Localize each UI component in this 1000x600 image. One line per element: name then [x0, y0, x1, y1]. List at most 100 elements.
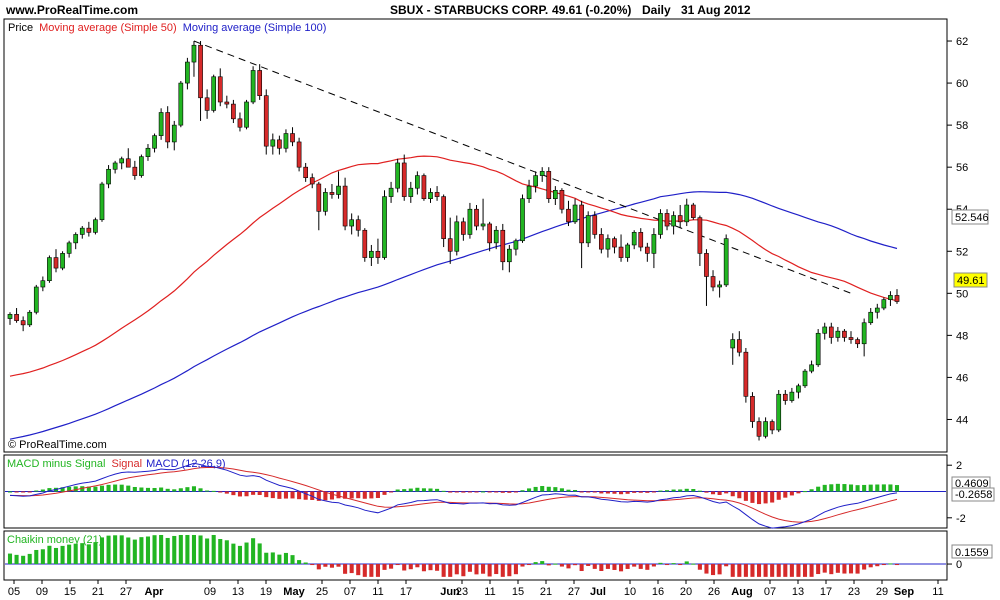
candle-body	[99, 183, 105, 221]
candle	[434, 186, 440, 201]
candle	[165, 106, 171, 149]
candle	[888, 291, 893, 306]
candle	[421, 173, 427, 201]
chaikin-bar	[829, 564, 834, 575]
macd-hist-bar	[671, 489, 676, 492]
candle-body	[277, 139, 282, 149]
price-tick-label: 44	[956, 414, 968, 426]
macd-hist-bar	[533, 486, 538, 492]
macd-hist-bar	[573, 489, 578, 492]
x-day-label: 05	[8, 586, 20, 598]
macd-hist-bar	[592, 491, 597, 493]
macd-hist-bar	[579, 491, 584, 493]
candle	[27, 310, 33, 327]
macd-hist-bar	[481, 491, 486, 493]
candle-body	[684, 204, 690, 223]
candle	[802, 369, 808, 388]
macd-hist-bar	[185, 487, 190, 492]
macd-hist-bar	[251, 491, 256, 495]
macd-hist-bar	[737, 491, 742, 499]
x-day-label: 09	[204, 586, 216, 598]
chaikin-panel	[3, 530, 948, 581]
candle-body	[553, 189, 558, 200]
chaikin-bar	[126, 537, 131, 565]
chaikin-bar	[237, 545, 242, 565]
candle-body	[7, 314, 13, 319]
candle	[750, 392, 755, 428]
candle-body	[382, 196, 387, 258]
candle-body	[612, 238, 617, 248]
macd-hist-bar	[724, 491, 729, 494]
macd-hist-bar	[231, 491, 236, 496]
chaikin-bar	[435, 564, 440, 571]
x-day-label: 19	[260, 586, 272, 598]
chaikin-bar	[145, 536, 151, 565]
macd-hist-bar	[553, 487, 558, 492]
macd-signal-line	[9, 466, 898, 523]
legend-macd-line: MACD (12,26,9)	[146, 458, 225, 470]
candle	[743, 347, 749, 403]
candle-body	[93, 219, 98, 233]
candle-body	[566, 208, 571, 223]
candle-body	[40, 280, 46, 288]
x-day-label: 23	[848, 586, 860, 598]
chaikin-badge-text: 0.1559	[955, 547, 989, 559]
macd-hist-bar	[658, 490, 663, 492]
candle	[782, 390, 788, 405]
chaikin-bar	[684, 561, 689, 565]
macd-hist-bar	[408, 488, 413, 492]
chaikin-bar	[277, 554, 282, 565]
chaikin-bar	[619, 564, 624, 572]
chaikin-bar	[185, 534, 190, 565]
last-price-badge-text: 49.61	[957, 275, 985, 287]
macd-hist-bar	[802, 491, 808, 493]
x-day-label: 25	[316, 586, 328, 598]
candle-body	[165, 112, 171, 143]
macd-hist-bar	[546, 486, 551, 492]
chaikin-bar	[671, 563, 676, 565]
macd-series	[5, 462, 946, 529]
macd-hist-bar	[415, 487, 420, 492]
candle-body	[474, 208, 479, 227]
macd-hist-bar	[842, 484, 847, 492]
chaikin-bar	[770, 564, 775, 577]
candle-body	[355, 219, 361, 231]
legend-price: Price Moving average (Simple 50) Moving …	[8, 22, 326, 34]
macd-hist-bar	[316, 491, 321, 501]
macd-hist-bar	[244, 491, 249, 497]
macd-hist-bar	[730, 491, 735, 497]
chaikin-bar	[283, 552, 288, 565]
chaikin-bar	[717, 564, 722, 575]
candle-body	[579, 204, 584, 244]
candle-body	[769, 421, 775, 431]
chaikin-bar	[888, 563, 893, 565]
candle	[723, 234, 729, 288]
candle-body	[710, 276, 716, 288]
candle	[309, 173, 315, 189]
candle-body	[585, 215, 591, 244]
chaikin-bar	[53, 547, 59, 565]
macd-tick-label: 2	[956, 460, 962, 472]
candle	[20, 316, 26, 332]
macd-hist-bar	[356, 491, 361, 499]
candle	[204, 89, 210, 119]
chaikin-bar	[691, 563, 696, 565]
chaikin-bar	[99, 537, 105, 565]
macd-hist-bar	[822, 484, 827, 492]
candle	[224, 95, 230, 109]
chaikin-bar	[776, 564, 781, 577]
candle	[664, 209, 670, 231]
candle-body	[217, 76, 223, 103]
price-tick-label: 52	[956, 246, 968, 258]
period-label: Daily	[642, 3, 671, 17]
legend-ma50: Moving average (Simple 50)	[39, 22, 177, 34]
macd-hist-bar	[796, 491, 801, 494]
candle-body	[152, 135, 157, 149]
legend-macd-signal: Signal	[111, 458, 142, 470]
macd-hist-bar	[776, 491, 781, 500]
candle-body	[487, 223, 492, 244]
candle	[53, 249, 59, 273]
candle-body	[881, 299, 887, 309]
chaikin-bar	[73, 543, 78, 565]
price-tick-label: 56	[956, 162, 968, 174]
